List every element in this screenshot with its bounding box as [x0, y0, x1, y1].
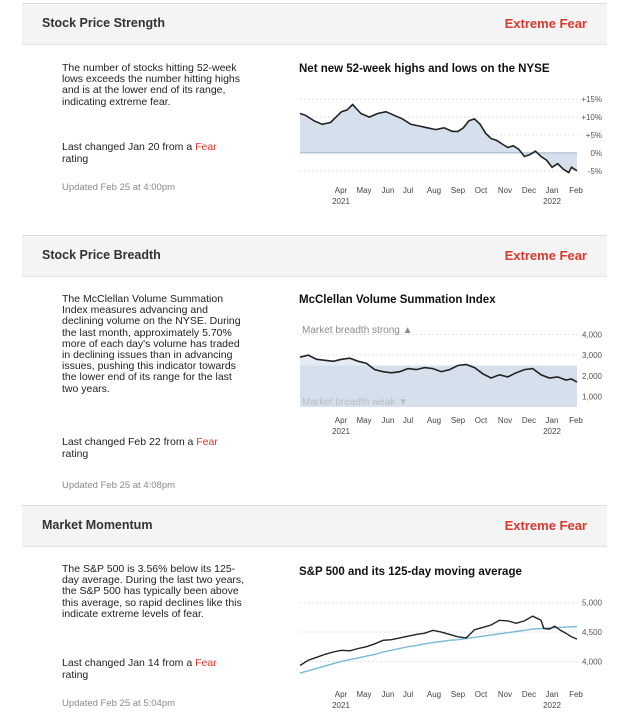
- y-tick-label: +15%: [581, 95, 602, 104]
- section-header: Stock Price Breadth Extreme Fear: [22, 235, 607, 277]
- y-tick-label: 2,000: [582, 372, 603, 381]
- x-tick-label: Jan: [546, 690, 559, 699]
- x-year-label: 2021: [332, 701, 350, 710]
- y-tick-label: +5%: [586, 131, 602, 140]
- y-tick-label: 1,000: [582, 393, 603, 402]
- section-title: Market Momentum: [42, 518, 153, 532]
- x-tick-label: Apr: [335, 416, 348, 425]
- last-changed-prefix: Last changed Feb 22 from a: [62, 436, 197, 448]
- last-changed-suffix: rating: [62, 152, 89, 165]
- indicator-description: The S&P 500 is 3.56% below its 125-day a…: [62, 563, 245, 620]
- data-line: [299, 354, 578, 383]
- x-tick-label: Jul: [403, 186, 413, 195]
- x-tick-label: Aug: [427, 186, 441, 195]
- previous-rating: Fear: [195, 141, 217, 153]
- last-changed-text: Last changed Jan 20 from a Fear rating: [62, 141, 247, 165]
- last-changed-suffix: rating: [62, 447, 89, 460]
- rating-badge: Extreme Fear: [504, 518, 587, 533]
- x-tick-label: Jun: [382, 416, 395, 425]
- previous-rating: Fear: [196, 436, 218, 448]
- x-tick-label: Nov: [498, 690, 512, 699]
- x-tick-label: Jun: [382, 690, 395, 699]
- x-tick-label: Feb: [569, 416, 583, 425]
- chart-title: S&P 500 and its 125-day moving average: [299, 566, 522, 578]
- x-tick-label: Oct: [475, 690, 488, 699]
- x-tick-label: Sep: [451, 690, 466, 699]
- y-tick-label: 4,500: [582, 628, 603, 637]
- x-tick-label: Nov: [498, 416, 512, 425]
- x-tick-label: May: [356, 416, 371, 425]
- updated-timestamp: Updated Feb 25 at 4:08pm: [62, 480, 176, 491]
- x-tick-label: Nov: [498, 186, 512, 195]
- x-tick-label: Sep: [451, 416, 466, 425]
- previous-rating: Fear: [195, 657, 217, 669]
- x-year-label: 2021: [332, 197, 350, 206]
- band-strong-label: Market breadth strong ▲: [302, 325, 413, 336]
- x-tick-label: Jun: [382, 186, 395, 195]
- last-changed-text: Last changed Feb 22 from a Fear rating: [62, 436, 247, 460]
- sp500-moving-average-chart: 5,000 4,500 4,000 Apr May Jun Jul Aug Sep Oct Nov D…: [299, 599, 603, 710]
- chart-title: Net new 52-week highs and lows on the NY…: [299, 63, 550, 75]
- x-tick-label: Jul: [403, 416, 413, 425]
- x-tick-label: Dec: [522, 690, 536, 699]
- y-tick-label: 3,000: [582, 351, 603, 360]
- y-tick-label: -5%: [588, 167, 602, 176]
- x-tick-label: Dec: [522, 416, 536, 425]
- x-tick-label: Apr: [335, 690, 348, 699]
- stock-price-breadth-section: Stock Price Breadth Extreme Fear The McC…: [22, 235, 607, 505]
- area-fill: [300, 355, 577, 407]
- y-tick-label: 4,000: [582, 330, 603, 339]
- x-tick-label: Aug: [427, 416, 441, 425]
- x-tick-label: Jan: [546, 186, 559, 195]
- updated-timestamp: Updated Feb 25 at 4:00pm: [62, 182, 176, 193]
- stock-price-strength-section: Stock Price Strength Extreme Fear The nu…: [22, 0, 607, 235]
- section-title: Stock Price Breadth: [42, 248, 161, 262]
- sp500-line: [299, 615, 578, 667]
- x-tick-label: May: [356, 186, 371, 195]
- indicator-description: The McClellan Volume Summation Index mea…: [62, 293, 241, 395]
- x-tick-label: Feb: [569, 690, 583, 699]
- x-tick-label: Oct: [475, 416, 488, 425]
- last-changed-text: Last changed Jan 14 from a Fear rating: [62, 657, 247, 681]
- x-tick-label: May: [356, 690, 371, 699]
- x-year-label: 2022: [543, 427, 561, 436]
- y-tick-label: 4,000: [582, 657, 603, 666]
- x-tick-label: Jan: [546, 416, 559, 425]
- x-tick-label: Oct: [475, 186, 488, 195]
- section-header: Market Momentum Extreme Fear: [22, 505, 607, 547]
- x-year-label: 2021: [332, 427, 350, 436]
- x-tick-label: Apr: [335, 186, 348, 195]
- x-tick-label: Sep: [451, 186, 466, 195]
- last-changed-suffix: rating: [62, 668, 89, 681]
- chart-title: McClellan Volume Summation Index: [299, 294, 496, 306]
- net-highs-lows-chart: +15% +10% +5% 0% -5% Apr May Jun Jul Aug Sep Oct Nov…: [299, 95, 602, 206]
- last-changed-prefix: Last changed Jan 14 from a: [62, 657, 196, 669]
- mcclellan-chart: 4,000 3,000 2,000 1,000 Market breadth stron…: [299, 325, 603, 436]
- y-tick-label: +10%: [581, 113, 602, 122]
- data-line: [299, 103, 578, 174]
- indicator-description: The number of stocks hitting 52-week low…: [62, 62, 241, 108]
- area-fill: [300, 104, 577, 173]
- x-tick-label: Feb: [569, 186, 583, 195]
- x-tick-label: Dec: [522, 186, 536, 195]
- rating-badge: Extreme Fear: [504, 248, 587, 263]
- x-tick-label: Aug: [427, 690, 441, 699]
- section-header: Stock Price Strength Extreme Fear: [22, 3, 607, 45]
- updated-timestamp: Updated Feb 25 at 5:04pm: [62, 698, 176, 709]
- market-momentum-section: Market Momentum Extreme Fear The S&P 500…: [22, 505, 607, 720]
- rating-badge: Extreme Fear: [504, 16, 587, 31]
- x-year-label: 2022: [543, 701, 561, 710]
- section-title: Stock Price Strength: [42, 16, 165, 30]
- x-tick-label: Jul: [403, 690, 413, 699]
- y-tick-label: 0%: [590, 149, 602, 158]
- last-changed-prefix: Last changed Jan 20 from a: [62, 141, 196, 153]
- x-year-label: 2022: [543, 197, 561, 206]
- y-tick-label: 5,000: [582, 599, 603, 608]
